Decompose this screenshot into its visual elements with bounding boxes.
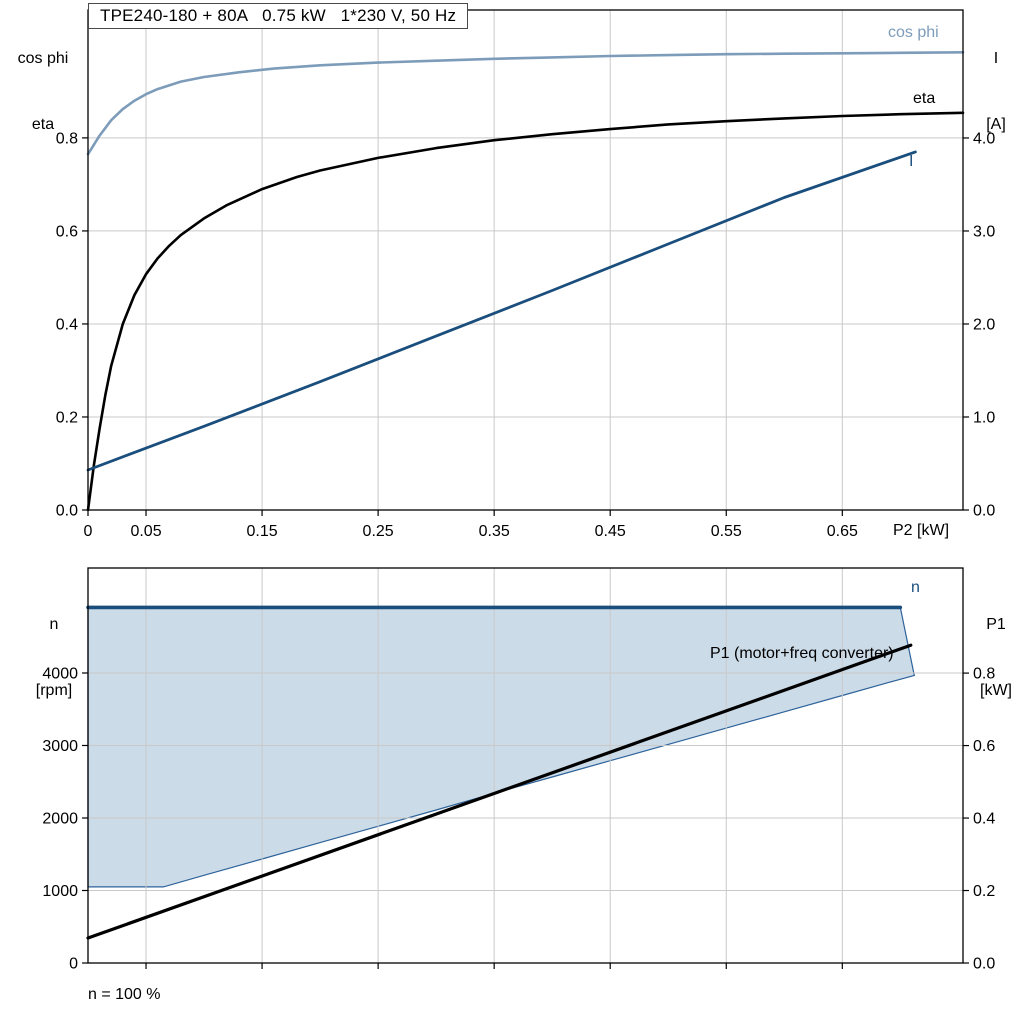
svg-text:0.65: 0.65 (827, 523, 858, 540)
svg-text:0.6: 0.6 (973, 738, 995, 755)
axis-title-line: [rpm] (35, 682, 73, 699)
svg-text:1.0: 1.0 (973, 409, 995, 426)
chart1-left-axis-title: cos phi eta (6, 4, 80, 158)
svg-text:0.45: 0.45 (595, 523, 626, 540)
axis-title-line: P1 (986, 616, 1006, 633)
axis-title-line: eta (31, 116, 55, 133)
svg-text:0.0: 0.0 (56, 503, 78, 520)
chart1-x-axis-label: P2 [kW] (893, 522, 950, 539)
svg-text:0.25: 0.25 (363, 523, 394, 540)
svg-text:0: 0 (84, 523, 93, 540)
svg-text:4.0: 4.0 (973, 130, 995, 147)
svg-text:0.8: 0.8 (973, 666, 995, 683)
axis-title-line: [kW] (980, 682, 1012, 699)
axis-title-line: [A] (986, 116, 1006, 133)
svg-text:0.0: 0.0 (973, 503, 995, 520)
current-curve-label: I (909, 153, 914, 170)
svg-text:1000: 1000 (42, 883, 78, 900)
p1-curve-label: P1 (motor+freq converter) (710, 645, 894, 662)
axis-title-line: I (993, 50, 999, 67)
axis-title-line: n (49, 616, 59, 633)
svg-text:0.55: 0.55 (711, 523, 742, 540)
chart2-right-axis-title: P1 [kW] (972, 570, 1020, 724)
svg-text:0.4: 0.4 (973, 811, 995, 828)
speed-annotation: n = 100 % (88, 986, 161, 1003)
svg-text:0.4: 0.4 (56, 316, 78, 333)
svg-text:0.2: 0.2 (973, 883, 995, 900)
speed-curve-label: n (911, 579, 920, 596)
axis-title-line: cos phi (17, 50, 69, 67)
svg-text:0.2: 0.2 (56, 409, 78, 426)
chart-title-box: TPE240-180 + 80A 0.75 kW 1*230 V, 50 Hz (88, 3, 469, 29)
chart1-right-axis-title: I [A] (972, 4, 1020, 158)
chart2-left-axis-title: n [rpm] (22, 570, 86, 724)
cos-phi-curve-label: cos phi (888, 24, 939, 41)
svg-text:0.8: 0.8 (56, 130, 78, 147)
svg-text:0.6: 0.6 (56, 223, 78, 240)
svg-text:3.0: 3.0 (973, 223, 995, 240)
eta-curve-label: eta (913, 90, 936, 107)
svg-text:0: 0 (69, 956, 78, 973)
svg-text:0.05: 0.05 (130, 523, 161, 540)
svg-text:4000: 4000 (42, 665, 78, 682)
svg-text:2.0: 2.0 (973, 316, 995, 333)
svg-text:0.0: 0.0 (973, 956, 995, 973)
svg-text:0.15: 0.15 (247, 523, 278, 540)
svg-text:3000: 3000 (42, 738, 78, 755)
svg-text:2000: 2000 (42, 810, 78, 827)
svg-text:0.35: 0.35 (479, 523, 510, 540)
